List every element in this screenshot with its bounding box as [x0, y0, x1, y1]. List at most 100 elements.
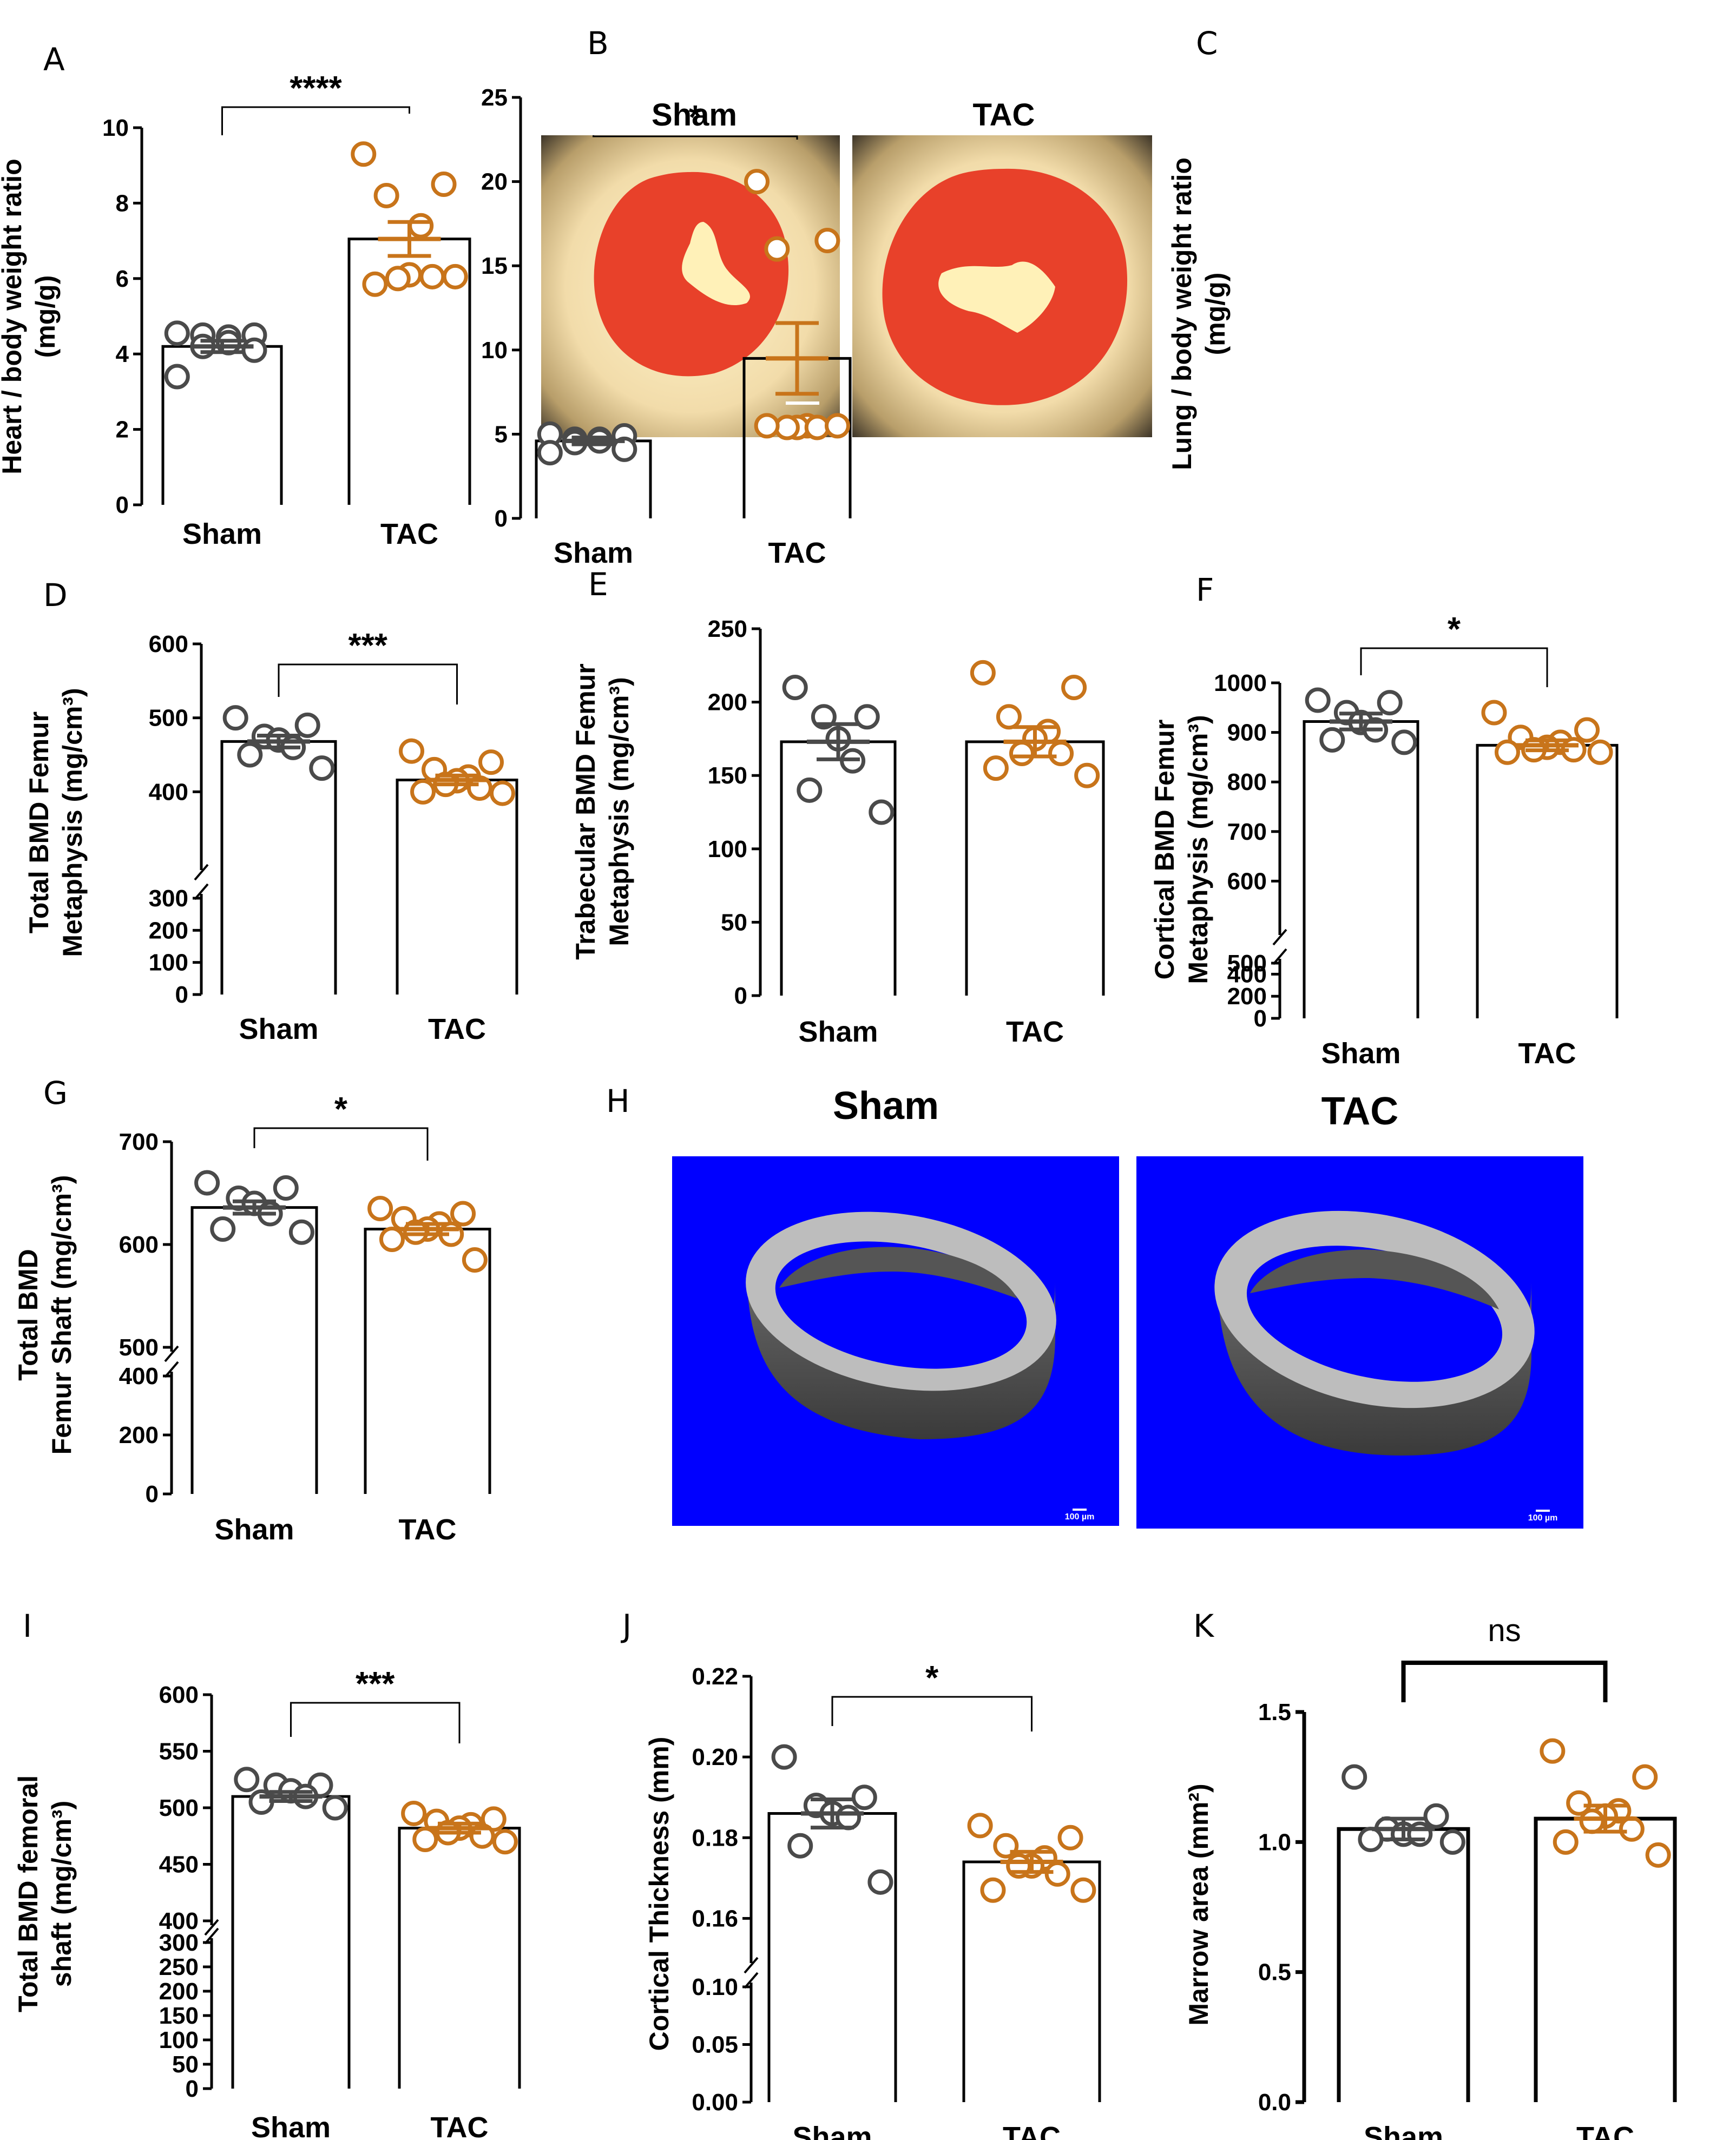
significance-bracket — [831, 1696, 1033, 1731]
y-axis-label: (mg/g) — [1200, 273, 1231, 355]
y-tick-label: 200 — [708, 689, 747, 716]
y-tick-label: 200 — [149, 917, 188, 944]
data-point-tac — [1645, 1842, 1671, 1868]
y-tick-label: 0.18 — [692, 1825, 738, 1851]
category-label-tac: TAC — [380, 518, 438, 550]
bar-tac — [396, 778, 518, 995]
panel-letter-i: I — [23, 1608, 32, 1644]
data-point-sham — [234, 1767, 260, 1793]
category-label-sham: Sham — [1321, 1037, 1400, 1070]
data-point-sham — [210, 1216, 236, 1242]
category-label-sham: Sham — [239, 1013, 318, 1045]
panel-letter-e: E — [588, 566, 608, 603]
data-point-tac — [824, 413, 850, 439]
y-tick-label: 10 — [102, 115, 129, 141]
category-label-sham: Sham — [182, 518, 262, 550]
significance-label: *** — [348, 627, 388, 664]
heart-tac-title: TAC — [973, 97, 1035, 133]
bar-tac — [1476, 743, 1619, 1018]
axis-break-mark — [194, 864, 209, 881]
significance-label: * — [925, 1660, 939, 1697]
chart-i: I Total BMD femoral shaft (mg/cm³) 05010015… — [13, 1608, 521, 2140]
y-tick-label: 5 — [495, 421, 508, 447]
data-point-sham — [811, 704, 837, 730]
data-point-tac — [1070, 1877, 1096, 1903]
data-point-sham — [771, 1744, 797, 1770]
significance-label: *** — [356, 1665, 395, 1703]
data-point-tac — [814, 228, 840, 254]
y-tick-label: 0.0 — [1258, 2089, 1291, 2116]
y-tick-label: 700 — [119, 1129, 159, 1155]
y-tick-label: 1.0 — [1258, 1829, 1291, 1855]
y-tick-label: 0.16 — [692, 1905, 738, 1932]
data-point-tac — [996, 704, 1022, 730]
data-point-tac — [442, 264, 468, 289]
significance-label: **** — [290, 70, 342, 107]
axis-break-mark — [1272, 948, 1287, 965]
y-axis-label: Marrow area (mm²) — [1183, 1783, 1214, 2025]
data-point-tac — [1540, 1738, 1566, 1764]
data-point-tac — [754, 413, 780, 439]
bone-tac-image: 100 µm — [1136, 1156, 1583, 1529]
category-label-sham: Sham — [214, 1513, 294, 1546]
data-point-tac — [1566, 1790, 1592, 1816]
bone-sham-scale-label: 100 µm — [1065, 1512, 1095, 1522]
significance-bracket — [221, 106, 410, 135]
bar-tac — [398, 1827, 521, 2089]
panel-h: H Sham TAC 100 µm 100 µm — [606, 1083, 1583, 1529]
data-point-sham — [851, 1785, 877, 1810]
y-tick-label: 250 — [708, 616, 747, 642]
y-tick-label: 0 — [175, 982, 188, 1008]
y-axis-label: Femur Shaft (mg/cm³) — [47, 1175, 77, 1455]
panel-letter-a: A — [43, 41, 65, 78]
significance-label: * — [334, 1091, 348, 1128]
data-point-tac — [367, 1196, 393, 1221]
significance-bracket — [1360, 647, 1548, 687]
data-point-tac — [408, 213, 434, 239]
data-point-sham — [164, 320, 190, 346]
data-point-tac — [419, 264, 445, 289]
y-tick-label: 600 — [159, 1682, 199, 1708]
y-axis-label: Total BMD — [13, 1249, 43, 1380]
y-tick-label: 500 — [149, 705, 188, 732]
axis-break-mark — [1272, 929, 1287, 946]
panel-letter-f: F — [1196, 571, 1214, 608]
axis-break-mark — [204, 1919, 219, 1936]
data-point-sham — [1391, 729, 1417, 755]
y-tick-label: 0 — [116, 492, 129, 518]
axis-break-mark — [204, 1927, 219, 1945]
significance-label: * — [1448, 611, 1461, 648]
significance-bracket — [253, 1127, 429, 1161]
data-point-sham — [1319, 727, 1345, 753]
y-tick-label: 15 — [481, 253, 508, 279]
bar-sham — [1337, 1827, 1470, 2102]
data-point-sham — [1358, 1827, 1384, 1853]
data-point-sham — [1407, 1821, 1433, 1847]
y-axis-label: Metaphysis (mg/cm³) — [604, 677, 634, 946]
y-tick-label: 0.5 — [1258, 1959, 1291, 1986]
category-label-tac: TAC — [768, 537, 826, 569]
y-tick-label: 0.10 — [692, 1974, 738, 2000]
data-point-sham — [1305, 687, 1331, 713]
y-tick-label: 4 — [116, 341, 129, 367]
data-point-sham — [782, 674, 808, 700]
bar-sham — [767, 1812, 897, 2102]
data-point-tac — [401, 1800, 427, 1826]
bar-sham — [190, 1206, 318, 1494]
significance-bracket — [290, 1702, 461, 1743]
axis-break-mark — [164, 1361, 179, 1378]
y-tick-label: 100 — [708, 836, 747, 862]
data-point-tac — [1061, 674, 1087, 700]
y-tick-label: 6 — [116, 266, 129, 292]
category-label-sham: Sham — [792, 2121, 872, 2140]
chart-j: J Cortical Thickness (mm) 0.00 0.05 0.10 0.16… — [621, 1608, 1101, 2140]
category-label-sham: Sham — [251, 2111, 331, 2140]
data-point-tac — [450, 1201, 476, 1227]
y-axis-label: shaft (mg/cm³) — [47, 1801, 77, 1987]
y-tick-label: 0.20 — [692, 1744, 738, 1770]
panel-letter-j: J — [621, 1608, 632, 1644]
y-tick-label: 50 — [172, 2051, 199, 2078]
data-point-tac — [481, 1806, 507, 1832]
data-point-sham — [294, 712, 320, 738]
data-point-sham — [164, 364, 190, 390]
